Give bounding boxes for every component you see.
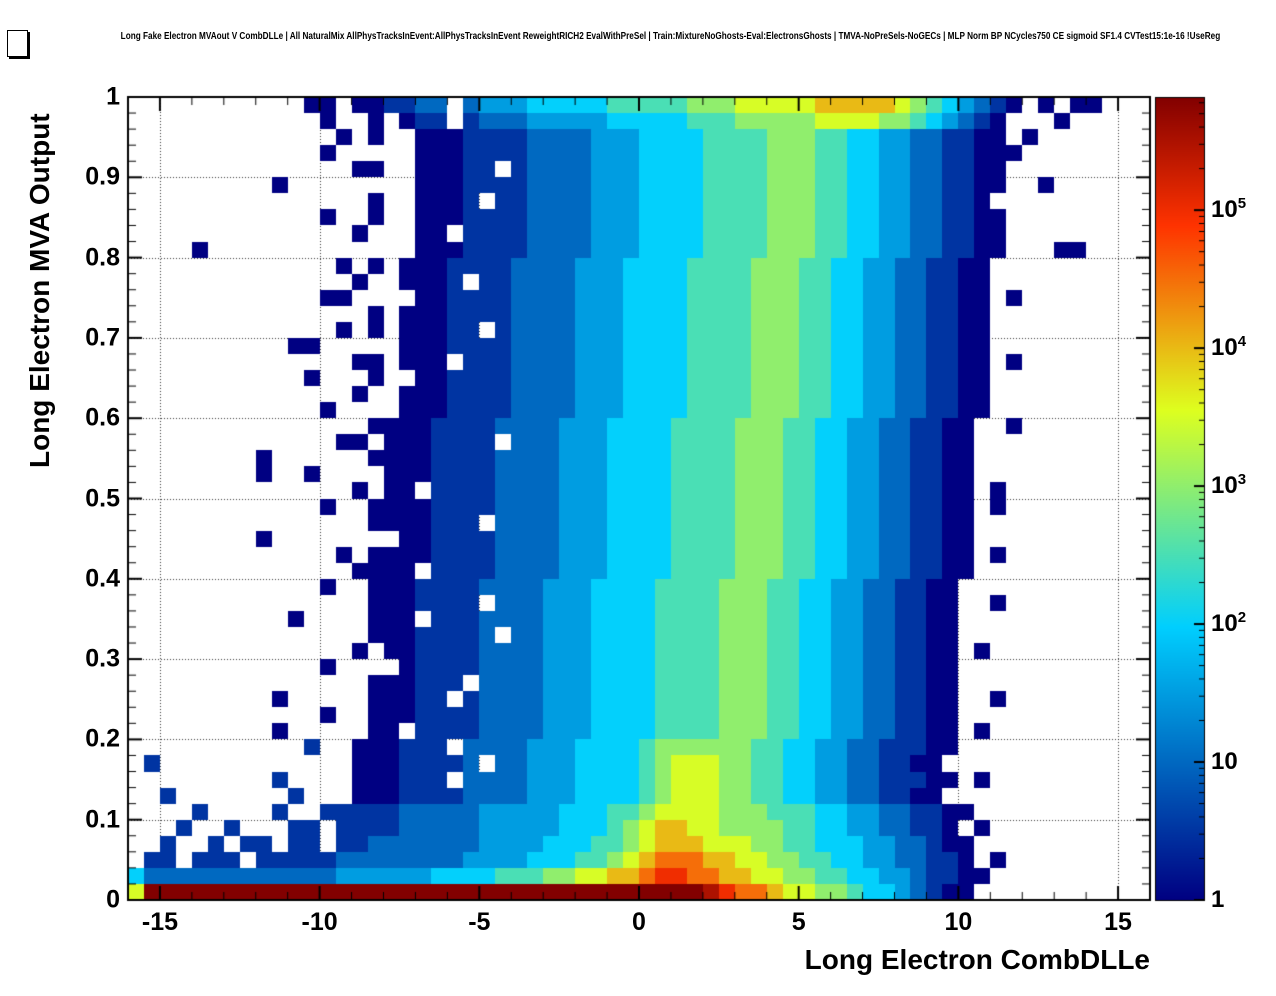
x-tick-label: 15 bbox=[1104, 908, 1132, 936]
z-tick-label: 103 bbox=[1211, 471, 1247, 500]
y-tick-label: 0.6 bbox=[85, 403, 120, 432]
y-tick-label: 0.4 bbox=[85, 564, 120, 593]
y-tick-label: 0.3 bbox=[85, 644, 120, 673]
x-tick-label: -15 bbox=[141, 908, 179, 936]
y-tick-label: 0.2 bbox=[85, 724, 120, 753]
z-tick-label: 102 bbox=[1211, 609, 1247, 638]
x-axis-title: Long Electron CombDLLe bbox=[804, 944, 1150, 975]
z-tick-label: 10 bbox=[1211, 748, 1238, 776]
y-tick-label: 0.1 bbox=[85, 805, 120, 834]
y-tick-label: 1 bbox=[106, 82, 120, 111]
y-tick-label: 0.7 bbox=[85, 323, 120, 352]
x-tick-label: 5 bbox=[791, 908, 806, 936]
x-tick-label: 0 bbox=[632, 908, 646, 936]
y-tick-label: 0 bbox=[106, 885, 120, 914]
y-tick-label: 0.8 bbox=[85, 243, 120, 272]
x-tick-label: -10 bbox=[301, 908, 338, 936]
y-tick-label: 0.9 bbox=[85, 162, 120, 191]
y-axis-title: Long Electron MVA Output bbox=[24, 113, 55, 468]
x-tick-label: -5 bbox=[468, 908, 491, 936]
z-tick-label: 105 bbox=[1211, 195, 1247, 224]
x-tick-label: 10 bbox=[944, 908, 973, 936]
y-tick-label: 0.5 bbox=[85, 484, 120, 512]
z-tick-label: 104 bbox=[1211, 333, 1247, 362]
z-tick-label: 1 bbox=[1211, 886, 1225, 913]
